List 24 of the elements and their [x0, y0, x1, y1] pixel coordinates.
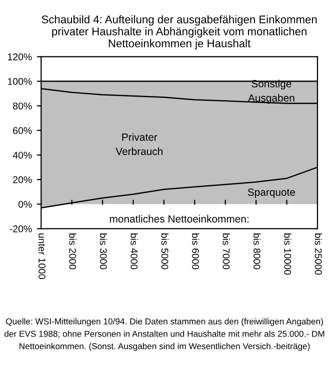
x-tick-label: bis 10000 — [284, 233, 292, 275]
y-tick-label: 120% — [8, 53, 32, 60]
series-label: Sparquote — [248, 188, 295, 198]
x-tick-label: bis 4000 — [130, 233, 138, 270]
x-tick-label: bis 7000 — [222, 233, 230, 270]
y-tick-label: 60% — [13, 127, 32, 134]
x-tick-label: bis 8000 — [253, 233, 261, 270]
x-tick-label: bis 6000 — [192, 233, 200, 270]
y-tick-label: 0% — [18, 200, 32, 208]
y-tick-label: -20% — [10, 225, 32, 232]
x-tick-label: bis 25000 — [314, 233, 322, 275]
x-axis-title: monatliches Nettoeinkommen: — [110, 214, 248, 223]
y-tick-label: 80% — [13, 102, 32, 110]
x-tick-label: bis 3000 — [100, 233, 108, 270]
series-label: Privater Verbrauch — [116, 133, 162, 156]
chart-title: Schaubild 4: Aufteilung der ausgabefähigen Einkommen privater Haushalte in Abhängigkeit vom monatlichen Nettoeinkommen je Haushalt — [42, 15, 317, 50]
y-tick-label: 20% — [13, 176, 32, 184]
x-tick-label: unter 1000 — [38, 233, 46, 279]
source-note: Quelle: WSI-Mitteilungen 10/94. Die Daten stammen aus den (freiwilligen Angaben) der EVS 1988; ohne Personen in Anstalten und Haushalte mit mehr als 25.000.- DM Nettoeinkommen. (Sonst. Ausgaben sind im Wesentlichen Versich.-beiträge) — [4, 318, 324, 351]
y-tick-label: 100% — [8, 78, 32, 85]
series-label: Sonstige Ausgaben — [248, 80, 294, 104]
x-tick-label: bis 5000 — [161, 233, 168, 270]
x-tick-label: bis 2000 — [69, 233, 76, 270]
y-tick-label: 40% — [12, 152, 32, 159]
